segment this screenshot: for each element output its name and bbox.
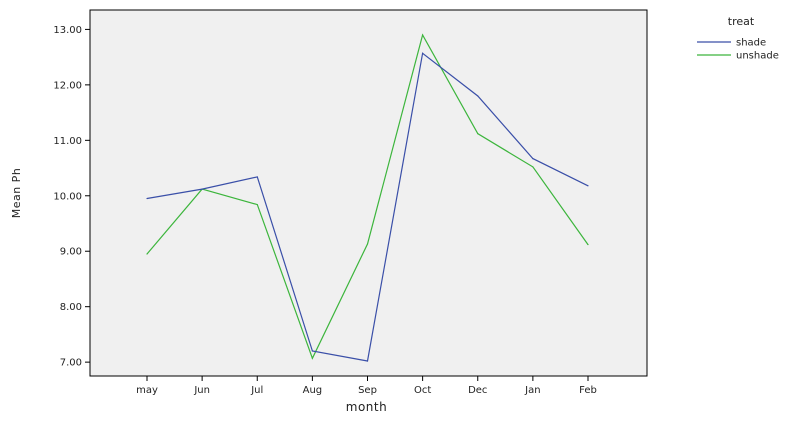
data-point-unshade [256,204,258,206]
x-tick-label: may [136,385,158,396]
x-tick-label: Dec [468,385,487,396]
y-tick-label: 10.00 [53,191,82,202]
data-point-shade [256,176,258,178]
plot-area [89,9,648,377]
data-point-unshade [587,243,589,246]
x-tick-label: Sep [358,385,377,396]
data-point-shade [477,95,479,97]
x-tick-label: Jul [250,385,263,396]
y-tick-label: 13.00 [53,25,82,36]
legend-title: treat [728,15,755,28]
x-tick-label: Aug [303,385,323,396]
data-point-shade [311,350,313,352]
legend: treat shade unshade [697,15,779,62]
y-tick-label: 11.00 [53,136,82,147]
data-point-unshade [146,253,148,255]
data-point-shade [201,188,203,190]
data-point-unshade [532,166,534,168]
y-axis: 7.00 8.00 9.00 10.00 11.00 12.00 13.00 [53,25,90,369]
x-tick-label: Feb [579,385,597,396]
x-tick-label: Oct [414,385,431,396]
series-layer [146,33,589,362]
legend-label-unshade: unshade [736,51,779,62]
y-tick-label: 8.00 [60,302,82,313]
data-point-unshade [477,133,479,135]
data-point-unshade [311,357,313,359]
x-tick-label: Jan [524,385,540,396]
data-point-unshade [366,243,369,245]
y-axis-title: Mean Ph [10,168,23,219]
data-point-unshade [422,34,424,36]
legend-label-shade: shade [736,38,766,49]
x-axis: may Jun Jul Aug Sep Oct Dec Jan Feb [136,376,597,396]
x-tick-label: Jun [193,385,210,396]
y-tick-label: 9.00 [60,247,82,258]
data-point-shade [422,52,424,54]
data-point-shade [146,197,148,200]
data-point-shade [366,360,369,362]
x-axis-title: month [346,400,387,414]
data-point-shade [587,185,589,187]
data-point-shade [532,158,534,160]
y-tick-label: 12.00 [53,80,82,91]
y-tick-label: 7.00 [60,358,82,369]
